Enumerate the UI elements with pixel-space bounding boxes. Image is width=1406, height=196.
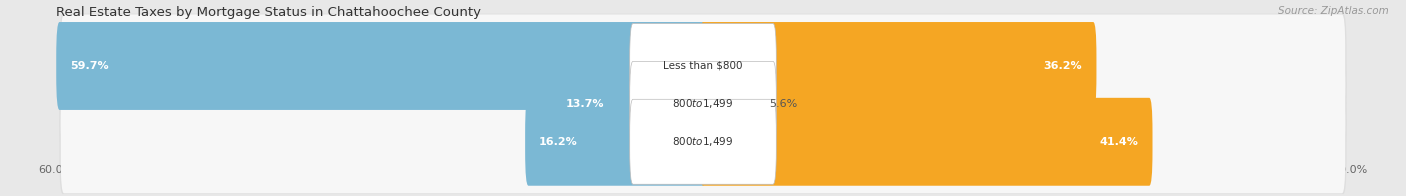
FancyBboxPatch shape — [56, 22, 706, 110]
FancyBboxPatch shape — [59, 90, 1347, 194]
FancyBboxPatch shape — [700, 60, 766, 148]
FancyBboxPatch shape — [700, 98, 1153, 186]
FancyBboxPatch shape — [59, 52, 1347, 156]
Text: 16.2%: 16.2% — [538, 137, 578, 147]
FancyBboxPatch shape — [630, 61, 776, 146]
FancyBboxPatch shape — [60, 15, 1346, 118]
Text: 5.6%: 5.6% — [769, 99, 797, 109]
FancyBboxPatch shape — [60, 52, 1346, 155]
Text: Less than $800: Less than $800 — [664, 61, 742, 71]
FancyBboxPatch shape — [526, 98, 706, 186]
Text: $800 to $1,499: $800 to $1,499 — [672, 97, 734, 110]
FancyBboxPatch shape — [553, 60, 706, 148]
Text: 41.4%: 41.4% — [1099, 137, 1139, 147]
Text: $800 to $1,499: $800 to $1,499 — [672, 135, 734, 148]
Text: 36.2%: 36.2% — [1043, 61, 1083, 71]
Text: 59.7%: 59.7% — [70, 61, 108, 71]
FancyBboxPatch shape — [700, 22, 1097, 110]
FancyBboxPatch shape — [630, 99, 776, 184]
FancyBboxPatch shape — [59, 14, 1347, 118]
Text: Real Estate Taxes by Mortgage Status in Chattahoochee County: Real Estate Taxes by Mortgage Status in … — [56, 6, 481, 19]
FancyBboxPatch shape — [60, 90, 1346, 193]
Text: 13.7%: 13.7% — [567, 99, 605, 109]
Text: Source: ZipAtlas.com: Source: ZipAtlas.com — [1278, 6, 1389, 16]
FancyBboxPatch shape — [630, 24, 776, 108]
